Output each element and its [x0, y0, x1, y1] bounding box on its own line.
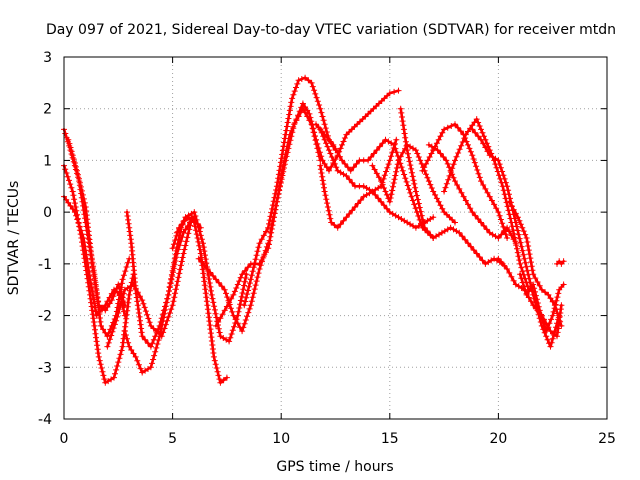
series-markers	[195, 240, 272, 335]
x-tick-label: 5	[168, 431, 177, 447]
series-markers	[397, 105, 506, 267]
axis-ticks: 0 5 10 15 20 25 -4 -3 -2 -1 0 1 2 3	[38, 50, 616, 447]
series-markers	[425, 141, 519, 247]
y-tick-label: -2	[38, 309, 52, 325]
series-markers	[419, 121, 511, 241]
series-track-25	[495, 255, 565, 340]
series-track-21	[441, 116, 532, 293]
series-markers	[124, 209, 189, 350]
y-tick-label: 0	[43, 205, 52, 221]
series-track-14	[317, 136, 400, 231]
y-tick-label: 3	[43, 50, 52, 66]
y-tick-label: -4	[38, 412, 52, 428]
series-track-23	[506, 198, 565, 329]
y-tick-label: -3	[38, 360, 52, 376]
series-markers	[554, 258, 567, 267]
x-tick-label: 0	[60, 431, 69, 447]
series-track-26	[554, 258, 567, 267]
y-tick-label: 2	[43, 102, 52, 118]
series-track-10	[195, 240, 272, 335]
x-tick-label: 25	[598, 431, 616, 447]
series-markers	[495, 255, 565, 340]
series-line	[318, 128, 435, 229]
series-line	[214, 107, 322, 328]
series-line	[62, 195, 127, 317]
y-tick-label: -1	[38, 257, 52, 273]
plot-frame	[63, 56, 608, 420]
y-axis-label: SDTVAR / TECUs	[6, 181, 22, 296]
series-track-4	[65, 136, 128, 314]
series-markers	[317, 136, 400, 231]
y-tick-label: 1	[43, 153, 52, 169]
series-markers	[241, 74, 339, 309]
series-markers	[441, 116, 532, 293]
data-series	[61, 74, 567, 386]
series-line	[399, 107, 505, 266]
x-tick-label: 20	[489, 431, 507, 447]
series-markers	[65, 136, 128, 314]
series-line	[555, 259, 565, 266]
series-track-11	[213, 105, 324, 329]
chart-title: Day 097 of 2021, Sidereal Day-to-day VTE…	[46, 22, 616, 38]
series-markers	[213, 105, 324, 329]
x-axis-label: GPS time / hours	[276, 459, 393, 475]
series-markers	[104, 214, 204, 350]
series-track-12	[241, 74, 339, 309]
series-track-18	[397, 105, 506, 267]
series-track-6	[124, 209, 189, 350]
series-track-16	[313, 121, 437, 241]
x-tick-label: 10	[272, 431, 290, 447]
series-track-20	[425, 141, 519, 247]
series-line	[314, 122, 435, 240]
x-tick-label: 15	[381, 431, 399, 447]
series-track-7	[104, 214, 204, 350]
series-track-19	[419, 121, 511, 241]
